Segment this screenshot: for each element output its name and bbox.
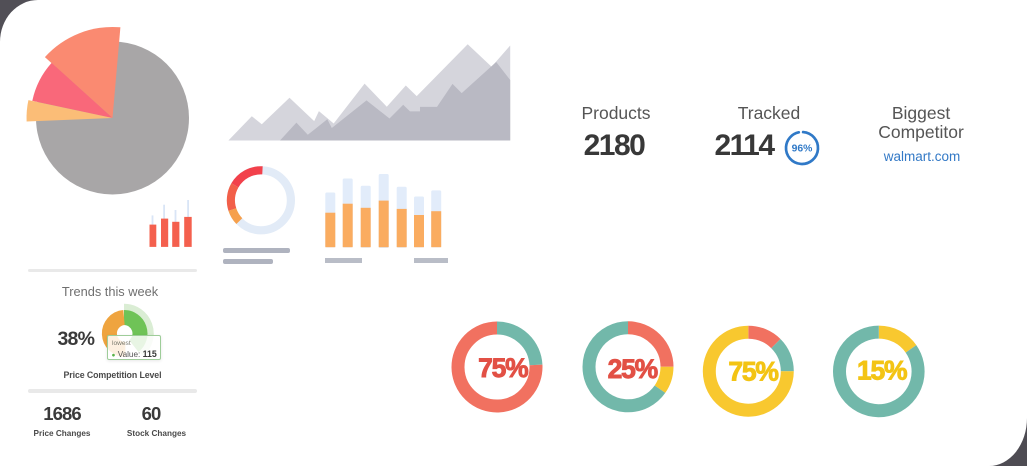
svg-text:15%: 15% [857, 356, 907, 386]
svg-text:25%: 25% [608, 354, 658, 384]
svg-text:96%: 96% [791, 143, 812, 154]
svg-text:75%: 75% [478, 353, 528, 383]
svg-text:75%: 75% [728, 357, 778, 387]
